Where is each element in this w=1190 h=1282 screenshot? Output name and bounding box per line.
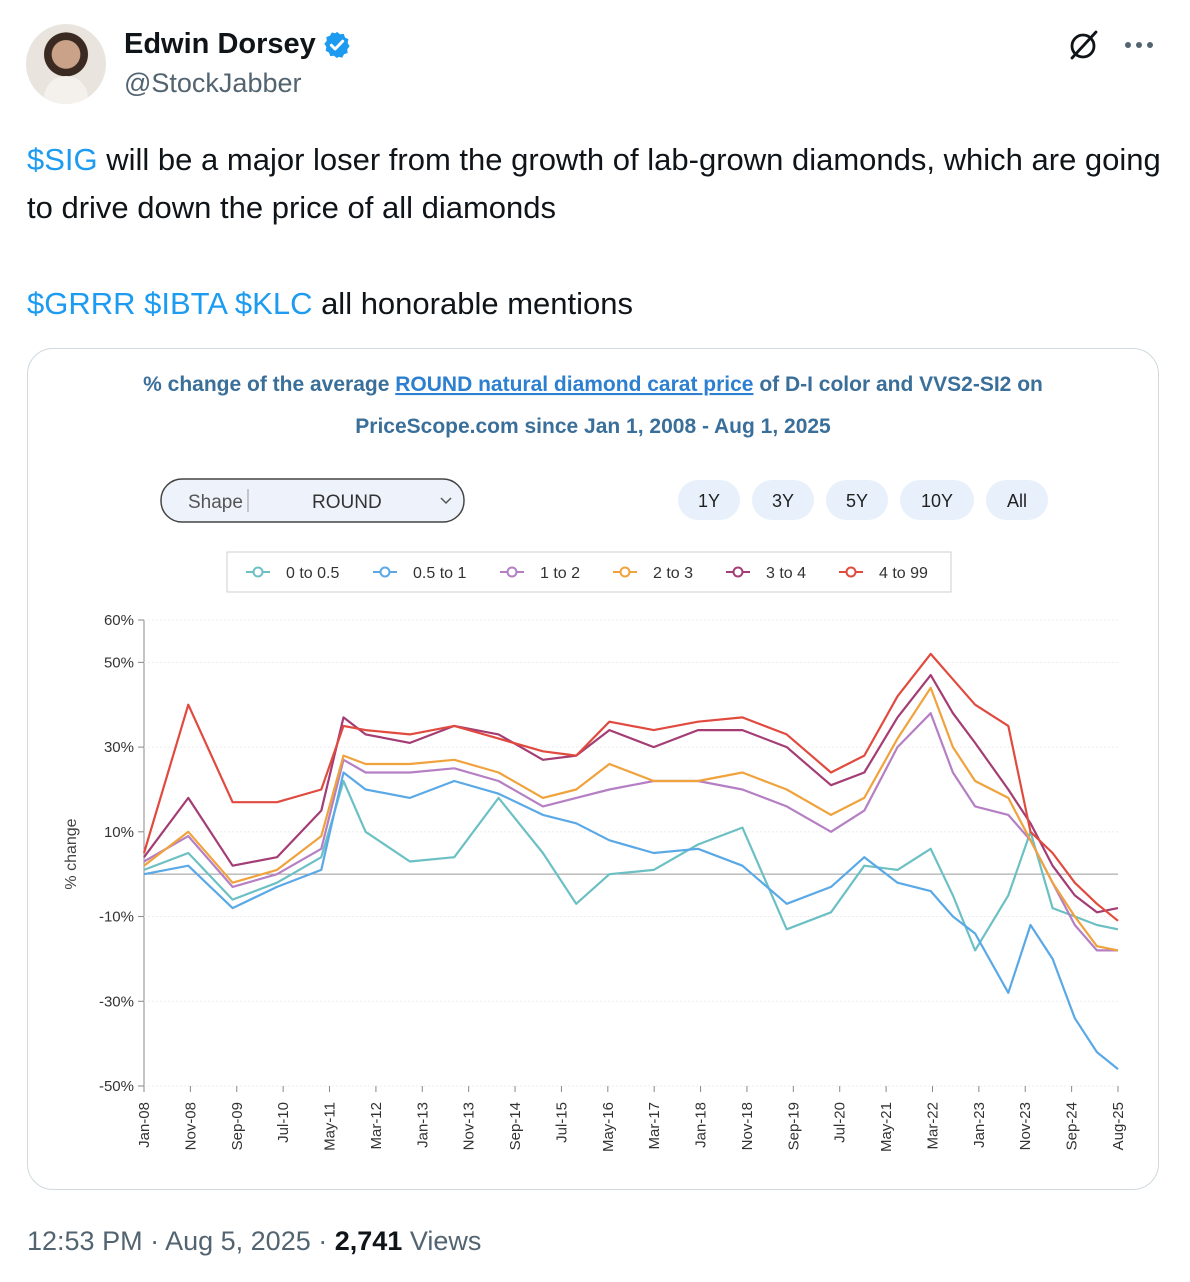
x-tick-label: May-11 xyxy=(322,1102,339,1151)
range-button-5y[interactable]: 5Y xyxy=(826,480,888,520)
legend-label: 0 to 0.5 xyxy=(286,565,339,582)
tweet-line1: will be a major loser from the growth of… xyxy=(27,142,1161,225)
series-line-5 xyxy=(142,652,1119,922)
x-tick-label: May-16 xyxy=(600,1102,617,1152)
x-tick-label: Jul-20 xyxy=(832,1102,849,1143)
x-tick-label: Jul-10 xyxy=(275,1102,292,1143)
author-avatar[interactable] xyxy=(26,24,106,104)
x-tick-label: Mar-22 xyxy=(924,1102,941,1150)
legend-item-4[interactable]: 3 to 4 xyxy=(726,565,806,582)
range-button-10y[interactable]: 10Y xyxy=(900,480,974,520)
range-button-label: 3Y xyxy=(772,491,794,511)
verified-badge-icon xyxy=(324,31,350,58)
tweet-date[interactable]: Aug 5, 2025 xyxy=(165,1226,311,1256)
cashtag-klc[interactable]: $KLC xyxy=(234,286,313,321)
series-line-4 xyxy=(143,674,1119,914)
chart-image-card[interactable]: % change of the average ROUND natural di… xyxy=(27,348,1159,1190)
range-button-1y[interactable]: 1Y xyxy=(678,480,740,520)
x-tick-label: Nov-18 xyxy=(739,1102,756,1150)
x-tick-label: Sep-19 xyxy=(785,1102,802,1150)
views-label: Views xyxy=(409,1226,482,1256)
y-tick-label: 50% xyxy=(104,654,134,671)
y-tick-label: -50% xyxy=(99,1078,134,1095)
range-button-label: 1Y xyxy=(698,491,720,511)
x-tick-label: Jan-08 xyxy=(136,1102,153,1148)
x-tick-label: Nov-23 xyxy=(1017,1102,1034,1150)
cashtag-sig[interactable]: $SIG xyxy=(27,142,98,177)
series-line-3 xyxy=(143,686,1119,952)
legend-item-5[interactable]: 4 to 99 xyxy=(839,565,928,582)
cashtag-grrr[interactable]: $GRRR xyxy=(27,286,136,321)
series-line-2 xyxy=(143,712,1118,952)
x-tick-label: May-21 xyxy=(878,1102,895,1152)
legend-item-0[interactable]: 0 to 0.5 xyxy=(246,565,339,582)
y-tick-label: 60% xyxy=(104,612,134,629)
diamond-price-chart: % change of the average ROUND natural di… xyxy=(63,373,1127,1152)
shape-select-value: ROUND xyxy=(312,492,382,513)
x-tick-label: Mar-12 xyxy=(368,1102,385,1150)
legend-label: 0.5 to 1 xyxy=(413,565,466,582)
x-tick-label: Nov-08 xyxy=(182,1102,199,1150)
shape-select-label: Shape xyxy=(188,492,243,513)
x-tick-label: Aug-25 xyxy=(1110,1102,1127,1150)
x-tick-label: Sep-09 xyxy=(229,1102,246,1150)
x-tick-label: Mar-17 xyxy=(646,1102,663,1150)
y-tick-label: -10% xyxy=(99,909,134,926)
author-handle[interactable]: @StockJabber xyxy=(124,68,302,98)
author-name-row[interactable]: Edwin Dorsey xyxy=(124,28,352,61)
legend-label: 2 to 3 xyxy=(653,565,693,582)
grok-icon[interactable] xyxy=(1066,28,1100,62)
x-tick-label: Jul-15 xyxy=(553,1102,570,1143)
legend-label: 4 to 99 xyxy=(879,565,928,582)
y-axis-label: % change xyxy=(63,818,80,889)
chart-legend xyxy=(226,551,952,593)
tweet-meta: 12:53 PM · Aug 5, 2025 · 2,741 Views xyxy=(27,1226,482,1256)
range-button-label: All xyxy=(1007,491,1027,511)
x-tick-label: Jan-18 xyxy=(693,1102,710,1148)
tweet-text: $SIG will be a major loser from the grow… xyxy=(27,136,1167,328)
legend-item-2[interactable]: 1 to 2 xyxy=(500,565,580,582)
y-tick-label: 30% xyxy=(104,739,134,756)
legend-label: 3 to 4 xyxy=(766,565,806,582)
legend-item-3[interactable]: 2 to 3 xyxy=(613,565,693,582)
shape-select[interactable]: Shape ROUND xyxy=(160,478,465,523)
legend-label: 1 to 2 xyxy=(540,565,580,582)
tweet-line2: all honorable mentions xyxy=(312,286,633,321)
chart-title-link: ROUND natural diamond carat price xyxy=(395,373,753,396)
x-tick-label: Sep-14 xyxy=(507,1102,524,1150)
range-button-label: 10Y xyxy=(921,491,953,511)
x-tick-label: Jan-23 xyxy=(971,1102,988,1148)
range-button-label: 5Y xyxy=(846,491,868,511)
cashtag-ibta[interactable]: $IBTA xyxy=(144,286,227,321)
x-tick-label: Sep-24 xyxy=(1064,1102,1081,1150)
y-tick-label: -30% xyxy=(99,993,134,1010)
more-icon[interactable] xyxy=(1124,40,1154,50)
tweet-time[interactable]: 12:53 PM xyxy=(27,1226,143,1256)
x-tick-label: Jan-13 xyxy=(414,1102,431,1148)
range-button-3y[interactable]: 3Y xyxy=(752,480,814,520)
series-line-1 xyxy=(143,771,1119,1070)
range-button-all[interactable]: All xyxy=(986,480,1048,520)
chart-title-line2: PriceScope.com since Jan 1, 2008 - Aug 1… xyxy=(355,415,831,438)
views-count: 2,741 xyxy=(334,1226,403,1256)
legend-item-1[interactable]: 0.5 to 1 xyxy=(373,565,466,582)
author-name[interactable]: Edwin Dorsey xyxy=(124,28,316,60)
y-tick-label: 10% xyxy=(104,824,134,841)
chevron-down-icon xyxy=(440,497,452,505)
chart-title-line1: % change of the average ROUND natural di… xyxy=(143,373,1043,396)
x-tick-label: Nov-13 xyxy=(461,1102,478,1150)
